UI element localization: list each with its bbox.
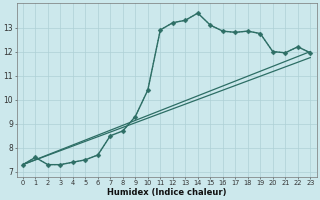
X-axis label: Humidex (Indice chaleur): Humidex (Indice chaleur) (107, 188, 226, 197)
